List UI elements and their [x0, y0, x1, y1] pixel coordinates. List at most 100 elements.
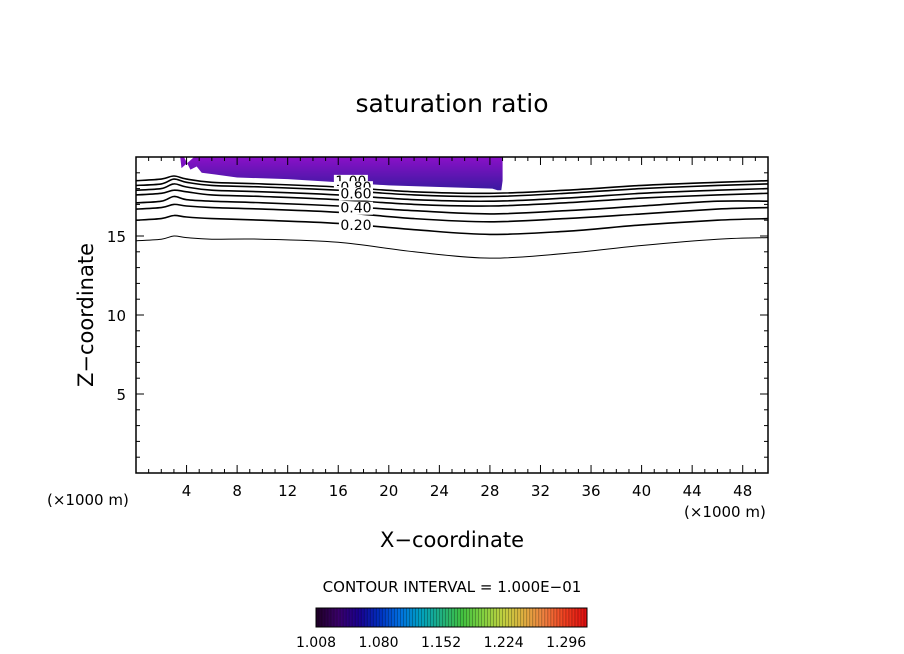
contour-label-bg: [338, 201, 373, 215]
colorbar-swatch: [316, 608, 320, 627]
colorbar-swatch: [358, 608, 362, 627]
colorbar-swatch: [421, 608, 425, 627]
x-tick-label: 36: [581, 482, 600, 500]
colorbar-swatch: [571, 608, 576, 627]
colorbar-swatch: [469, 608, 473, 627]
colorbar-swatch: [409, 608, 413, 627]
colorbar-swatch: [496, 608, 500, 627]
colorbar-swatch: [580, 608, 585, 627]
colorbar-swatch: [559, 608, 564, 627]
colorbar-swatch: [472, 608, 476, 627]
colorbar-swatch: [391, 608, 395, 627]
colorbar-swatch: [337, 608, 341, 627]
colorbar-swatch: [529, 608, 534, 627]
colorbar-tick-label: 1.224: [484, 635, 524, 651]
colorbar-swatch: [538, 608, 543, 627]
colorbar-swatch: [331, 608, 335, 627]
colorbar-swatch: [385, 608, 389, 627]
x-tick-label: 8: [232, 482, 242, 500]
x-tick-label: 24: [430, 482, 449, 500]
colorbar-swatch: [484, 608, 488, 627]
colorbar-swatch: [349, 608, 353, 627]
colorbar-swatch: [451, 608, 455, 627]
colorbar-swatch: [361, 608, 365, 627]
colorbar-swatch: [364, 608, 368, 627]
colorbar-swatch: [541, 608, 546, 627]
colorbar-swatch: [556, 608, 561, 627]
colorbar-swatch: [322, 608, 326, 627]
colorbar-swatch: [379, 608, 383, 627]
contour-lines: [136, 175, 768, 259]
colorbar-swatch: [553, 608, 558, 627]
colorbar-swatch: [430, 608, 434, 627]
colorbar-swatch: [406, 608, 410, 627]
colorbar-swatch: [412, 608, 416, 627]
x-axis-ticks: 4 8 12 16 20 24 28 32 36 40 44 48: [148, 157, 756, 500]
colorbar-swatch: [415, 608, 419, 627]
colorbar-swatch: [436, 608, 440, 627]
colorbar-swatch: [490, 608, 494, 627]
colorbar-swatch: [457, 608, 461, 627]
colorbar-tick-label: 1.008: [296, 635, 336, 651]
x-tick-label: 12: [278, 482, 297, 500]
y-axis-ticks: 5 10 15: [107, 172, 768, 458]
colorbar-swatch: [388, 608, 392, 627]
x-unit-label-right: (×1000 m): [684, 503, 766, 521]
colorbar-swatch: [427, 608, 431, 627]
colorbar-swatch: [454, 608, 458, 627]
colorbar-swatch: [574, 608, 579, 627]
colorbar-swatch: [340, 608, 344, 627]
x-tick-label: 4: [182, 482, 192, 500]
colorbar-swatch: [373, 608, 377, 627]
y-tick-label: 10: [107, 307, 126, 325]
colorbar-swatch: [517, 608, 522, 627]
colorbar-frame: [315, 607, 588, 628]
colorbar-swatch: [433, 608, 437, 627]
contour-label: 0.20: [340, 218, 371, 234]
contour-label: 0.40: [340, 201, 371, 217]
colorbar-swatch: [397, 608, 401, 627]
contour-labels: 1.000.800.600.400.20: [333, 174, 373, 234]
colorbar-swatch: [328, 608, 332, 627]
colorbar-swatch: [334, 608, 338, 627]
x-tick-label: 20: [379, 482, 398, 500]
colorbar-swatch: [382, 608, 386, 627]
x-unit-label-left: (×1000 m): [47, 491, 129, 509]
x-tick-label: 40: [632, 482, 651, 500]
colorbar-swatch: [325, 608, 329, 627]
colorbar-swatch: [550, 608, 555, 627]
colorbar-swatch: [502, 608, 506, 627]
colorbar-tick-label: 1.080: [358, 635, 398, 651]
colorbar-swatch: [466, 608, 470, 627]
colorbar-swatch: [403, 608, 407, 627]
contour-label-bg: [338, 219, 373, 233]
colorbar-swatch: [544, 608, 549, 627]
contour-line: [136, 235, 768, 259]
colorbar-swatch: [376, 608, 380, 627]
colorbar-swatch: [511, 608, 516, 627]
filled-contour-region: [166, 157, 503, 191]
contour-interval-text: CONTOUR INTERVAL = 1.000E−01: [323, 578, 582, 596]
colorbar-swatch: [370, 608, 374, 627]
colorbar-swatch: [448, 608, 452, 627]
contour-label-bg: [338, 187, 373, 201]
contour-label: 0.60: [340, 187, 371, 203]
x-tick-label: 32: [531, 482, 550, 500]
colorbar: [315, 608, 588, 627]
colorbar-swatch: [367, 608, 371, 627]
colorbar-tick-label: 1.152: [421, 635, 461, 651]
colorbar-swatch: [445, 608, 449, 627]
colorbar-swatch: [346, 608, 350, 627]
colorbar-swatch: [532, 608, 537, 627]
colorbar-swatch: [493, 608, 497, 627]
y-tick-label: 15: [107, 228, 126, 246]
colorbar-swatch: [499, 608, 503, 627]
chart-title: saturation ratio: [355, 89, 548, 118]
colorbar-swatch: [562, 608, 567, 627]
x-axis-label: X−coordinate: [380, 528, 524, 552]
x-tick-label: 48: [733, 482, 752, 500]
colorbar-swatch: [394, 608, 398, 627]
colorbar-swatch: [355, 608, 359, 627]
colorbar-swatch: [439, 608, 443, 627]
